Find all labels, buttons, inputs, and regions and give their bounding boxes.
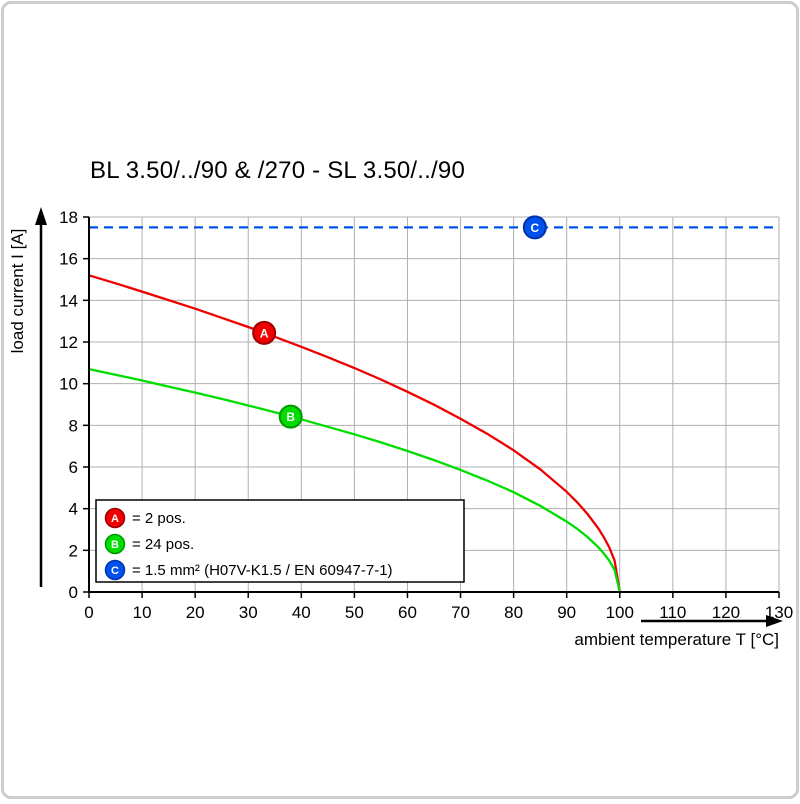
marker-C bbox=[522, 215, 547, 240]
derating-chart: A B C load current I [A] ambient temperatu… bbox=[8, 207, 793, 649]
x-tick-label: 100 bbox=[606, 603, 634, 622]
x-axis-label: ambient temperature T [°C] bbox=[574, 630, 779, 649]
legend: A = 2 pos. B = 24 pos. C = 1.5 mm² (H07V-K1.5… bbox=[95, 499, 465, 583]
legend-label-A: = 2 pos. bbox=[132, 510, 186, 527]
y-tick-label: 2 bbox=[69, 541, 78, 560]
x-tick-label: 120 bbox=[712, 603, 740, 622]
y-tick-label: 4 bbox=[69, 500, 78, 519]
marker-letter-B: B bbox=[286, 410, 295, 424]
y-tick-label: 14 bbox=[59, 291, 78, 310]
axes-layer: load current I [A] ambient temperature T… bbox=[8, 207, 783, 649]
x-tick-label: 20 bbox=[186, 603, 205, 622]
x-tick-label: 50 bbox=[345, 603, 364, 622]
x-tick-label: 80 bbox=[504, 603, 523, 622]
legend-letter-C: C bbox=[111, 565, 119, 577]
legend-letter-B: B bbox=[111, 539, 119, 551]
x-tick-label: 110 bbox=[659, 603, 686, 622]
y-axis-label: load current I [A] bbox=[8, 229, 27, 354]
x-tick-label: 40 bbox=[292, 603, 311, 622]
y-tick-label: 6 bbox=[69, 458, 78, 477]
x-tick-label: 90 bbox=[557, 603, 576, 622]
x-tick-label: 60 bbox=[398, 603, 417, 622]
x-axis-arrow-head bbox=[766, 615, 783, 627]
y-axis-arrow-head bbox=[35, 207, 47, 225]
x-tick-label: 10 bbox=[133, 603, 152, 622]
chart-title: BL 3.50/../90 & /270 - SL 3.50/../90 bbox=[90, 157, 466, 184]
legend-label-C: = 1.5 mm² (H07V-K1.5 / EN 60947-7-1) bbox=[132, 562, 393, 579]
legend-marker-C bbox=[104, 559, 126, 581]
marker-A bbox=[252, 320, 277, 345]
legend-label-B: = 24 pos. bbox=[132, 536, 194, 553]
y-tick-label: 8 bbox=[69, 416, 78, 435]
curve-B bbox=[88, 367, 621, 593]
tick-labels-layer: 0 10 20 30 40 50 60 70 80 90 100 110 120 130 0 2 4 6 8 10 12… bbox=[59, 208, 793, 622]
legend-marker-B bbox=[104, 533, 126, 555]
marker-B bbox=[278, 404, 303, 429]
marker-letter-A: A bbox=[260, 326, 269, 340]
y-tick-label: 12 bbox=[59, 333, 78, 352]
x-tick-label: 0 bbox=[84, 603, 93, 622]
legend-marker-A bbox=[104, 507, 126, 529]
curve-A bbox=[88, 274, 621, 593]
marker-letter-C: C bbox=[531, 221, 540, 235]
x-tick-label: 70 bbox=[451, 603, 470, 622]
legend-letter-A: A bbox=[111, 513, 119, 525]
y-tick-label: 0 bbox=[69, 583, 78, 602]
legend-box bbox=[95, 499, 465, 583]
y-tick-label: 18 bbox=[59, 208, 78, 227]
y-tick-label: 10 bbox=[59, 375, 78, 394]
x-tick-label: 130 bbox=[765, 603, 793, 622]
y-tick-label: 16 bbox=[59, 250, 78, 269]
x-tick-label: 30 bbox=[239, 603, 258, 622]
curves-layer: A B C bbox=[88, 215, 779, 593]
